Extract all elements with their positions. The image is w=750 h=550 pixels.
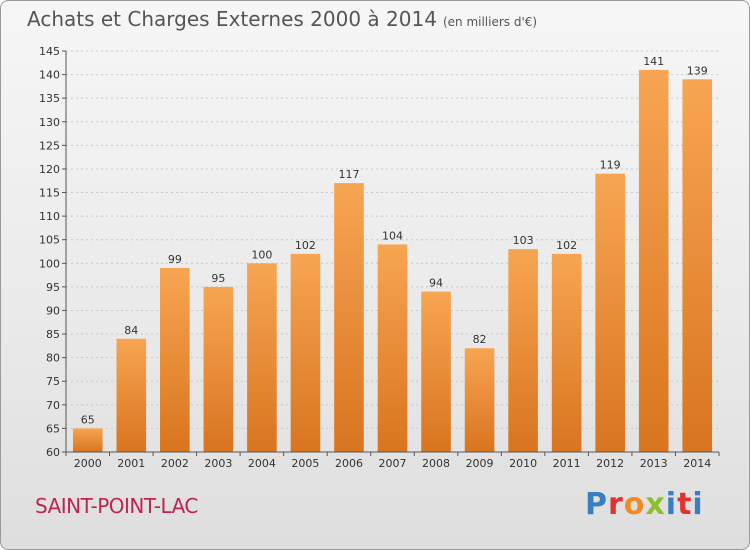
bar-2005 [290, 253, 321, 452]
logo-letter: t [677, 487, 693, 522]
labels: 65 84 99 95 100 102 117 104 94 82 103 102 119 141 139 [81, 55, 708, 427]
bar-2004 [247, 263, 277, 452]
y-tick-label: 130 [39, 116, 60, 129]
y-tick-label: 125 [39, 139, 60, 152]
x-tick-label-2002: 2002 [161, 457, 189, 470]
bar-2013 [638, 69, 669, 452]
bar-2003 [203, 286, 234, 452]
value-label-2000: 65 [81, 413, 95, 426]
y-tick-label: 120 [39, 163, 60, 176]
logo-letter: P [585, 487, 608, 522]
value-label-2001: 84 [124, 324, 138, 337]
y-tick-label: 80 [46, 352, 60, 365]
x-tick-label-2001: 2001 [117, 457, 145, 470]
bar-2002 [160, 268, 190, 452]
x-tick-label-2005: 2005 [291, 457, 319, 470]
logo-letter: r [608, 487, 624, 522]
value-label-2003: 95 [211, 272, 225, 285]
x-tick-label-2009: 2009 [466, 457, 494, 470]
bar-2001 [116, 338, 147, 452]
y-tick-label: 105 [39, 234, 60, 247]
bar-2011 [551, 253, 582, 452]
bar-2010 [508, 249, 538, 452]
y-tick-label: 85 [46, 328, 60, 341]
logo-letter: o [623, 487, 646, 522]
y-tick-label: 115 [39, 187, 60, 200]
y-tick-label: 100 [39, 257, 60, 270]
bar-2012 [595, 173, 625, 453]
x-tick-label-2012: 2012 [596, 457, 624, 470]
chart-subtitle: (en milliers d'€) [442, 15, 538, 29]
bar-2006 [334, 183, 364, 452]
x-tick-label-2013: 2013 [640, 457, 668, 470]
x-tick-label-2006: 2006 [335, 457, 363, 470]
bar-2000 [72, 428, 103, 452]
y-tick-label: 60 [46, 446, 60, 459]
y-tick-label: 110 [39, 210, 60, 223]
y-tick-label: 145 [39, 45, 60, 58]
x-tick-label-2010: 2010 [509, 457, 537, 470]
y-tick-label: 135 [39, 92, 60, 105]
logo-letter: i [692, 487, 704, 522]
chart-title-text: Achats et Charges Externes 2000 à 2014 [27, 7, 437, 31]
value-label-2004: 100 [251, 248, 272, 261]
value-label-2005: 102 [295, 239, 316, 252]
y-tick-label: 140 [39, 69, 60, 82]
value-label-2013: 141 [643, 55, 664, 68]
value-label-2012: 119 [600, 159, 621, 172]
x-tick-label-2011: 2011 [553, 457, 581, 470]
logo-letter: x [645, 487, 666, 522]
y-tick-label: 95 [46, 281, 60, 294]
place-name: SAINT-POINT-LAC [35, 494, 198, 518]
axes: 60 65 70 75 80 85 90 95 100 105 110 115 120 125 130 135… [39, 45, 720, 470]
value-label-2010: 103 [513, 234, 534, 247]
value-label-2008: 94 [429, 277, 443, 290]
x-tick-label-2008: 2008 [422, 457, 450, 470]
logo-letter: i [665, 487, 678, 522]
value-label-2007: 104 [382, 229, 403, 242]
value-label-2002: 99 [168, 253, 182, 266]
chart-title: Achats et Charges Externes 2000 à 2014 (e… [27, 7, 537, 31]
x-tick-label-2007: 2007 [379, 457, 407, 470]
x-tick-label-2014: 2014 [683, 457, 711, 470]
bar-2007 [377, 244, 408, 452]
value-label-2006: 117 [338, 168, 359, 181]
x-tick-label-2003: 2003 [204, 457, 232, 470]
x-tick-label-2000: 2000 [74, 457, 102, 470]
y-tick-label: 90 [46, 304, 60, 317]
y-tick-label: 70 [46, 399, 60, 412]
value-label-2009: 82 [473, 333, 487, 346]
y-tick-label: 65 [46, 422, 60, 435]
x-tick-label-2004: 2004 [248, 457, 276, 470]
bar-2014 [682, 79, 713, 453]
value-label-2011: 102 [556, 239, 577, 252]
bars [72, 69, 713, 453]
bar-2009 [464, 348, 495, 452]
y-tick-label: 75 [46, 375, 60, 388]
proxiti-logo: Proxiti [585, 487, 704, 522]
bar-2008 [421, 291, 451, 452]
value-label-2014: 139 [687, 64, 708, 77]
